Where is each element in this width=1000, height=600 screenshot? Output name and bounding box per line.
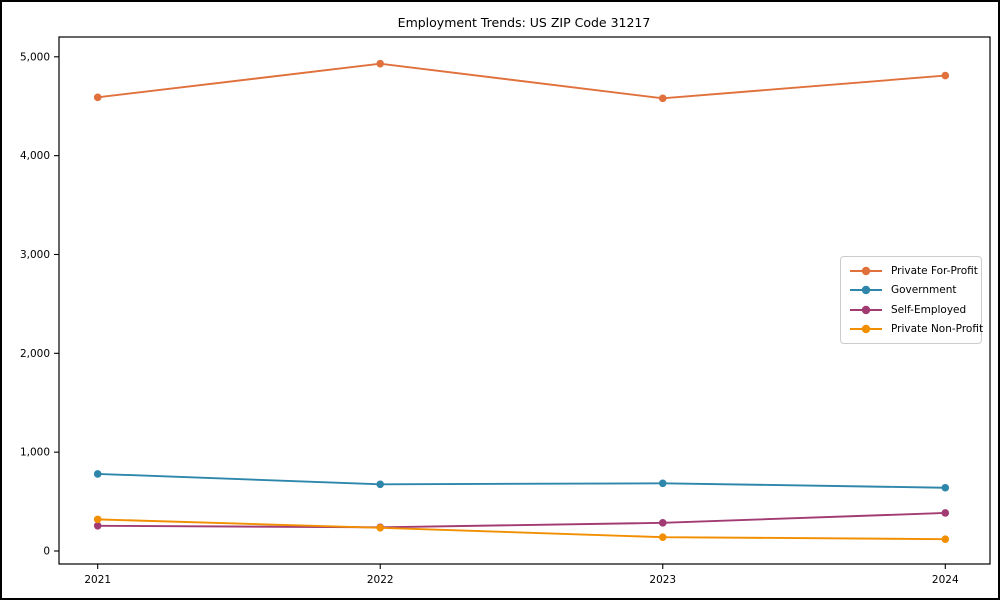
data-point-private-non-profit — [93, 515, 102, 524]
legend-dot — [861, 305, 871, 314]
legend-label: Private For-Profit — [891, 264, 978, 277]
legend-item-private-for-profit: Private For-Profit — [847, 261, 978, 281]
data-point-government — [376, 480, 385, 489]
data-point-self-employed — [658, 519, 667, 527]
legend-item-government: Government — [847, 281, 975, 301]
y-tick-label: 3,000 — [20, 249, 50, 261]
data-point-self-employed — [941, 509, 950, 517]
legend-marker-icon — [850, 305, 882, 314]
data-point-government — [941, 483, 950, 492]
data-point-private-non-profit — [941, 535, 950, 543]
y-tick-label: 0 — [43, 546, 50, 558]
x-tick-label: 2021 — [84, 574, 111, 586]
data-point-government — [658, 479, 667, 488]
series-line-private-for-profit — [97, 62, 946, 100]
y-tick-label: 1,000 — [20, 447, 50, 459]
axes: 0 1,000 2,000 3,000 4,000 5,000 2021 2022 2023 20… — [20, 36, 991, 586]
x-tick-label: 2024 — [932, 574, 959, 586]
data-point-private-for-profit — [376, 59, 385, 68]
series-line-private-non-profit — [97, 518, 946, 541]
chart-title: Employment Trends: US ZIP Code 31217 — [398, 15, 651, 30]
legend-marker-icon — [850, 266, 882, 275]
x-tick-label: 2023 — [649, 574, 676, 586]
series-line-self-employed — [97, 511, 946, 529]
x-tick-label: 2022 — [367, 574, 394, 586]
series-line-government — [97, 472, 946, 489]
legend-item-private-non-profit: Private Non-Profit — [847, 320, 983, 340]
data-point-private-non-profit — [376, 523, 385, 532]
legend-label: Self-Employed — [891, 303, 967, 316]
data-point-government — [93, 470, 102, 478]
y-tick-label: 2,000 — [20, 348, 50, 360]
y-tick-label: 5,000 — [20, 51, 50, 63]
legend-marker-icon — [850, 325, 882, 334]
chart-legend: Private For-Profit Government Self-Employe… — [840, 256, 983, 344]
legend-marker-icon — [850, 286, 882, 295]
plot-border — [58, 36, 991, 565]
data-series — [93, 59, 950, 543]
legend-item-self-employed: Self-Employed — [847, 300, 975, 320]
data-point-private-for-profit — [941, 71, 950, 80]
data-point-self-employed — [93, 521, 102, 530]
data-point-private-for-profit — [658, 94, 667, 103]
data-point-private-for-profit — [93, 93, 102, 102]
legend-dot — [861, 325, 871, 334]
data-point-private-non-profit — [658, 533, 667, 541]
legend-label: Government — [891, 284, 957, 297]
legend-label: Private Non-Profit — [891, 323, 984, 336]
legend-dot — [861, 266, 871, 275]
y-tick-label: 4,000 — [20, 150, 50, 162]
legend-dot — [861, 286, 871, 295]
